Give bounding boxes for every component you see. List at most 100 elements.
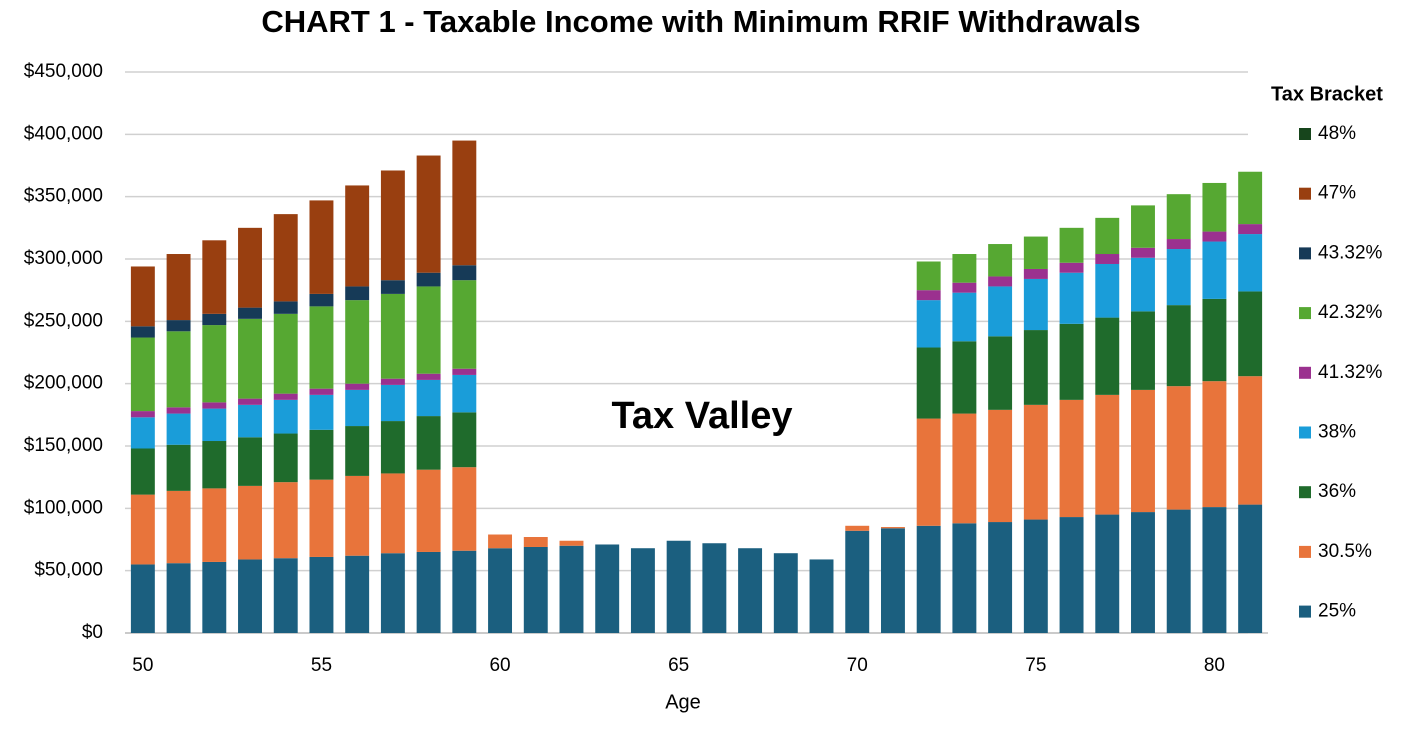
- bar-segment: [416, 551, 441, 633]
- bar-segment: [166, 320, 191, 332]
- bar-segment: [238, 485, 262, 560]
- bar-segment: [166, 407, 191, 414]
- bar-segment: [202, 488, 227, 562]
- y-tick-label: $150,000: [24, 435, 103, 456]
- bar-segment: [452, 412, 477, 468]
- bar-segment: [559, 545, 584, 633]
- legend-label: 30.5%: [1318, 541, 1372, 562]
- y-tick-label: $200,000: [24, 373, 103, 394]
- bar-segment: [130, 564, 155, 633]
- bar-segment: [416, 272, 441, 287]
- bar-segment: [166, 331, 191, 408]
- bar-segment: [702, 543, 727, 633]
- bar-segment: [166, 563, 191, 633]
- bar-segment: [345, 555, 370, 633]
- bar-segment: [952, 341, 977, 414]
- y-tick-label: $300,000: [24, 248, 103, 269]
- bar-segment: [238, 404, 262, 438]
- bar-segment: [1059, 227, 1084, 263]
- annotation: Tax Valley: [612, 395, 793, 437]
- x-axis-label: Age: [665, 691, 701, 713]
- bar-segment: [1131, 512, 1155, 633]
- bar-segment: [916, 525, 941, 633]
- bar-segment: [416, 286, 441, 374]
- bar-segment: [1166, 386, 1191, 510]
- bar-segment: [166, 444, 191, 491]
- bar-segment: [202, 240, 227, 314]
- bar-segment: [1059, 262, 1084, 273]
- bar-segment: [845, 530, 870, 633]
- bar-segment: [880, 527, 905, 529]
- bar-segment: [1023, 278, 1048, 331]
- bar-segment: [345, 475, 370, 556]
- bar-segment: [1131, 389, 1155, 513]
- bar-segment: [1131, 257, 1155, 312]
- bar-segment: [202, 313, 227, 326]
- x-tick-label: 80: [1204, 655, 1225, 676]
- bar-segment: [345, 383, 370, 390]
- bar-segment: [1023, 236, 1048, 269]
- bar-segment: [1202, 298, 1227, 382]
- bar-segment: [309, 293, 334, 307]
- legend-swatch: [1299, 187, 1311, 200]
- bar-segment: [988, 276, 1013, 287]
- bar-segment: [1095, 263, 1120, 318]
- bar-segment: [1166, 509, 1191, 633]
- bar-segment: [202, 561, 227, 633]
- bar-segment: [202, 408, 227, 442]
- x-tick-label: 50: [132, 655, 153, 676]
- bar-segment: [452, 140, 477, 266]
- bar-segment: [273, 558, 298, 633]
- bar-segment: [630, 548, 655, 633]
- bar-segment: [1131, 205, 1155, 248]
- bar-segment: [130, 326, 155, 338]
- bar-segment: [238, 318, 262, 399]
- bar-segment: [202, 402, 227, 409]
- bar-segment: [380, 293, 405, 379]
- bar-segment: [1202, 507, 1227, 633]
- bar-segment: [380, 421, 405, 474]
- legend-swatch: [1299, 247, 1311, 260]
- bar-segment: [166, 413, 191, 445]
- bar-segment: [488, 534, 513, 549]
- bar-segment: [1166, 249, 1191, 306]
- bar-segment: [1131, 311, 1155, 390]
- bar-segment: [1059, 272, 1084, 324]
- bar-segment: [416, 155, 441, 273]
- bar-segment: [202, 325, 227, 403]
- legend-label: 38%: [1318, 422, 1356, 443]
- bar-segment: [952, 523, 977, 633]
- y-tick-label: $450,000: [24, 61, 103, 82]
- bar-segment: [345, 286, 370, 301]
- bar-segment: [130, 266, 155, 327]
- bar-segment: [1238, 234, 1263, 292]
- bar-segment: [1023, 330, 1048, 405]
- bar-segment: [988, 336, 1013, 410]
- bar-segment: [380, 170, 405, 281]
- bar-segment: [130, 417, 155, 449]
- bar-segment: [809, 559, 834, 633]
- bar-segment: [1095, 394, 1120, 515]
- bar-segment: [952, 413, 977, 524]
- bar-segment: [380, 384, 405, 422]
- bar-segment: [452, 550, 477, 633]
- legend-label: 47%: [1318, 183, 1356, 204]
- bar-segment: [1059, 323, 1084, 400]
- bar-segment: [1095, 514, 1120, 633]
- bar-segment: [1202, 241, 1227, 299]
- bar-segment: [238, 227, 262, 308]
- bar-segment: [916, 418, 941, 526]
- bar-segment: [380, 280, 405, 294]
- bar-segment: [273, 433, 298, 483]
- bar-segment: [416, 416, 441, 470]
- bar-segment: [1202, 231, 1227, 242]
- legend-label: 36%: [1318, 481, 1356, 502]
- bar-segment: [416, 373, 441, 380]
- bar-segment: [309, 429, 334, 480]
- legend-swatch: [1299, 605, 1311, 618]
- bar-segment: [1059, 517, 1084, 633]
- legend-label: 41.32%: [1318, 362, 1383, 383]
- bar-segment: [523, 546, 548, 633]
- bar-segment: [1059, 399, 1084, 518]
- bar-segment: [273, 313, 298, 394]
